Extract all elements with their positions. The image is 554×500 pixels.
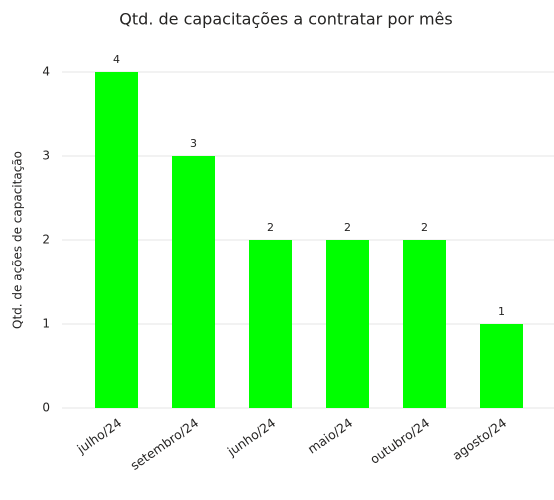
value-label: 3 — [190, 137, 197, 150]
bar — [403, 240, 446, 408]
value-label: 2 — [421, 221, 428, 234]
value-label: 2 — [267, 221, 274, 234]
value-label: 2 — [344, 221, 351, 234]
y-tick-label: 1 — [42, 317, 50, 331]
y-tick-label: 4 — [42, 65, 50, 79]
y-tick-label: 2 — [42, 233, 50, 247]
bar — [95, 72, 138, 408]
bar — [172, 156, 215, 408]
bar — [480, 324, 523, 408]
bar — [249, 240, 292, 408]
y-tick-label: 0 — [42, 401, 50, 415]
bar — [326, 240, 369, 408]
y-axis-label: Qtd. de ações de capacitação — [11, 151, 25, 329]
value-label: 1 — [498, 305, 505, 318]
y-tick-label: 3 — [42, 149, 50, 163]
chart-title: Qtd. de capacitações a contratar por mês — [119, 10, 452, 29]
value-label: 4 — [113, 53, 120, 66]
